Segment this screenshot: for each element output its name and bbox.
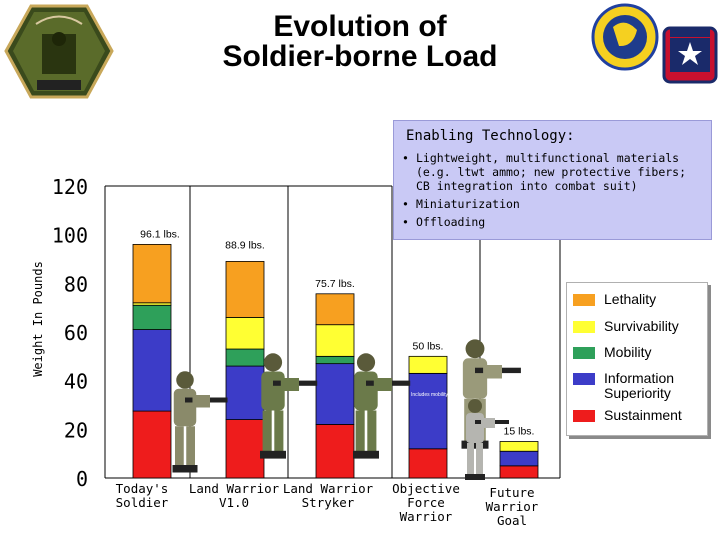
enabling-technology-heading: Enabling Technology: (406, 128, 575, 144)
legend-swatch-information-superiority (573, 373, 595, 385)
y-axis-title: Weight In Pounds (31, 261, 45, 377)
x-category-label: Land Warrior V1.0 (188, 481, 280, 510)
title-line-1: Evolution of (273, 10, 447, 43)
bar-segment (315, 324, 355, 357)
enabling-bullet-miniaturization: Miniaturization (402, 197, 703, 211)
natick-soldier-center-logo (591, 3, 659, 71)
team-soldier-logo (662, 26, 718, 84)
y-tick-label: 100 (52, 224, 88, 248)
bar-segment (225, 261, 265, 318)
y-tick-label: 40 (64, 370, 88, 394)
soldier-figure (260, 353, 318, 459)
y-tick-label: 120 (52, 175, 88, 199)
enabling-bullet-offloading: Offloading (402, 215, 703, 229)
bar-segment (499, 450, 539, 467)
y-tick-label: 60 (64, 321, 88, 345)
bar-segment (225, 348, 265, 367)
legend-label-survivability: Survivability (604, 318, 679, 334)
bar-total-label: 75.7 lbs. (315, 278, 355, 290)
bar-segment (132, 410, 172, 479)
legend-swatch-lethality (573, 294, 595, 306)
bar-segment (499, 465, 539, 479)
legend-swatch-mobility (573, 347, 595, 359)
bar-total-label: 15 lbs. (504, 426, 535, 438)
y-tick-label: 0 (76, 467, 88, 491)
bar-total-label: 88.9 lbs. (225, 239, 265, 251)
x-category-label: Objective Force Warrior (392, 481, 460, 524)
chart-title: Evolution of Soldier-borne Load (160, 12, 560, 72)
y-tick-label: 80 (64, 272, 88, 296)
bar-segment (408, 448, 448, 479)
legend-swatch-survivability (573, 321, 595, 333)
bar-segment (315, 424, 355, 479)
bar-segment (315, 293, 355, 326)
bar-segment (315, 355, 355, 365)
bar-segment (132, 329, 172, 412)
soldier-figure (465, 399, 509, 480)
bar-segment (132, 243, 172, 304)
x-category-label: Today's Soldier (115, 481, 169, 510)
legend-label-lethality: Lethality (604, 291, 657, 307)
y-tick-label: 20 (64, 418, 88, 442)
chart-legend: Lethality Survivability Mobility Informa… (566, 282, 708, 436)
bar-segment (408, 355, 448, 374)
legend-label-mobility: Mobility (604, 344, 652, 360)
enabling-bullet-materials: Lightweight, multifunctional materials (… (402, 151, 703, 193)
legend-label-sustainment: Sustainment (604, 407, 682, 423)
bar-segment (408, 372, 448, 450)
bar-annotation: Includes mobility and sustainment items (411, 392, 500, 398)
legend-swatch-sustainment (573, 410, 595, 422)
soldier-figure (172, 371, 228, 473)
title-line-2: Soldier-borne Load (222, 40, 498, 73)
x-category-label: Future Warrior Goal (485, 485, 539, 528)
enabling-technology-box: Enabling Technology: Lightweight, multif… (393, 120, 712, 240)
bar-total-label: 96.1 lbs. (140, 228, 180, 240)
objective-force-warrior-logo (4, 4, 114, 99)
bar-segment (499, 441, 539, 452)
x-category-label: Land Warrior Stryker (282, 481, 374, 510)
bar-segment (225, 316, 265, 350)
soldier-figure (353, 353, 411, 459)
enabling-technology-list: Lightweight, multifunctional materials (… (394, 151, 711, 233)
bar-segment (132, 304, 172, 330)
bar-segment (225, 419, 265, 479)
legend-label-information-superiority: Information Superiority (604, 370, 675, 401)
bar-segment (225, 365, 265, 421)
bar-total-label: 50 lbs. (413, 340, 444, 352)
bar-segment (315, 363, 355, 425)
